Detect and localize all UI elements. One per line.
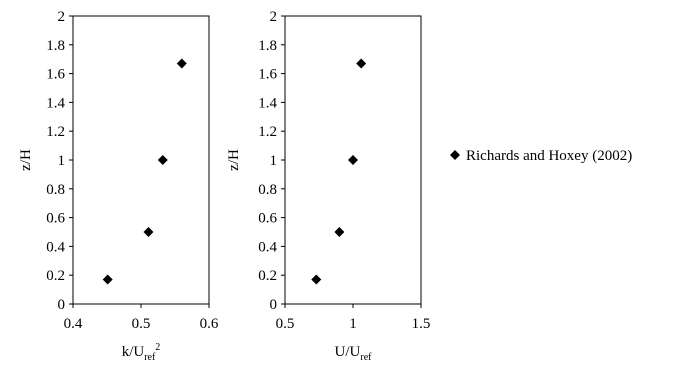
legend-label: Richards and Hoxey (2002)	[466, 148, 632, 164]
panel-velocity: 0 0.2 0.4 0.6 0.8 1 1.2 1.4 1.6 1.8 2 0.5 1 1.5 z/H U/U…	[226, 9, 430, 363]
y-tick-label: 1.4	[258, 95, 277, 111]
x-tick-label: 1	[349, 316, 357, 332]
data-point-marker	[356, 58, 367, 69]
y-tick-label: 1	[270, 153, 278, 169]
y-tick-label: 1.4	[46, 95, 65, 111]
y-axis-label: z/H	[18, 149, 34, 171]
y-tick-label: 0	[270, 297, 278, 313]
x-axis-label: U/Uref	[335, 344, 373, 363]
y-tick-label: 1	[58, 153, 66, 169]
y-tick-label: 1.8	[258, 38, 277, 54]
x-tick-label: 0.5	[132, 316, 151, 332]
y-tick-label: 0.4	[258, 239, 277, 255]
data-point-marker	[176, 58, 187, 69]
x-tick-label: 0.6	[200, 316, 219, 332]
plot-frame	[72, 15, 210, 305]
y-tick-label: 2	[270, 9, 278, 25]
x-tick-label: 0.5	[276, 316, 295, 332]
data-point-marker	[157, 155, 168, 165]
data-point-marker	[311, 274, 322, 285]
data-point-marker	[334, 227, 345, 237]
y-tick-label: 0.8	[46, 182, 65, 198]
y-tick-label: 1.8	[46, 38, 65, 54]
y-tick-label: 1.6	[258, 67, 277, 83]
data-point-marker	[348, 155, 358, 165]
data-point-marker	[102, 274, 113, 285]
y-tick-label: 1.6	[46, 67, 65, 83]
y-tick-label: 1.2	[46, 124, 65, 140]
y-tick-label: 0.6	[46, 211, 65, 227]
legend: Richards and Hoxey (2002)	[450, 148, 632, 164]
x-axis-label: k/Uref2	[122, 342, 161, 363]
y-tick-label: 0.8	[258, 182, 277, 198]
y-axis-label: z/H	[226, 149, 242, 171]
x-tick-label: 1.5	[412, 316, 431, 332]
y-tick-label: 0.6	[258, 211, 277, 227]
x-tick-label: 0.4	[64, 316, 83, 332]
y-tick-label: 0.4	[46, 239, 65, 255]
y-tick-label: 0.2	[46, 268, 65, 284]
legend-marker-diamond	[450, 150, 460, 160]
panel-turbulent-kinetic-energy: 0 0.2 0.4 0.6 0.8 1 1.2 1.4 1.6 1.8 2 0.4 0.5 0.6 z/H k…	[18, 9, 219, 363]
y-tick-label: 2	[58, 9, 66, 25]
y-tick-label: 0.2	[258, 268, 277, 284]
y-tick-label: 0	[58, 297, 66, 313]
data-point-marker	[143, 227, 154, 237]
y-tick-label: 1.2	[258, 124, 277, 140]
